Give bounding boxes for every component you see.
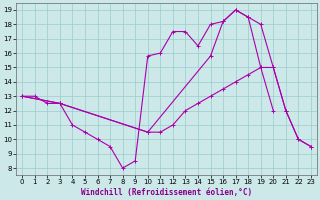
X-axis label: Windchill (Refroidissement éolien,°C): Windchill (Refroidissement éolien,°C) xyxy=(81,188,252,197)
